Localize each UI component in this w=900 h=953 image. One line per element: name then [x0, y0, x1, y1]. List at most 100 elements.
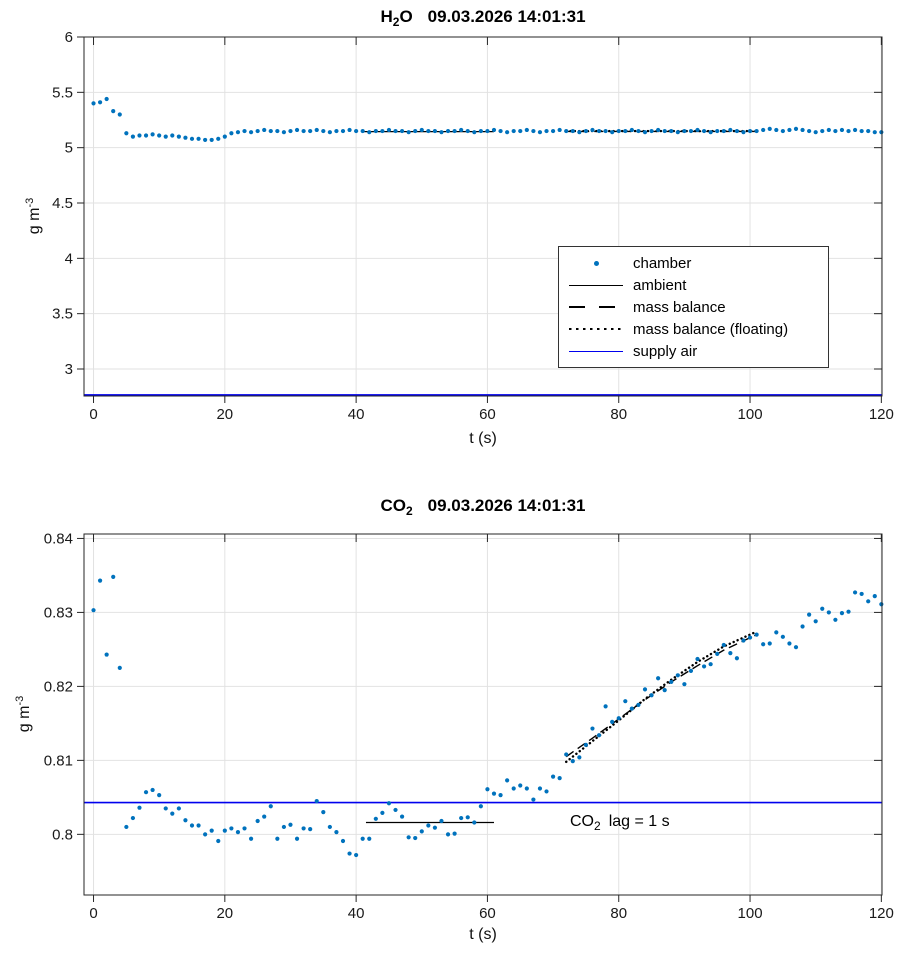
chamber-point [445, 128, 451, 134]
chamber-point [872, 130, 877, 135]
chamber-point [281, 130, 287, 135]
chamber-point [130, 134, 136, 139]
chamber-point [636, 128, 641, 134]
legend-item-supply-air: supply air [569, 341, 826, 361]
chamber-point [124, 824, 129, 830]
chamber-point [340, 838, 346, 844]
chamber-point [820, 128, 825, 134]
chamber-point [209, 137, 214, 143]
chamber-point [189, 136, 195, 141]
chamber-point [498, 793, 503, 798]
chamber-point [347, 851, 352, 856]
chamber-point [596, 733, 602, 738]
chamber-point [820, 606, 825, 611]
y-tick-label: 5.5 [52, 84, 73, 101]
chamber-point [728, 651, 733, 656]
chamber-point [872, 594, 877, 599]
chamber-point [866, 599, 871, 604]
chamber-point [682, 128, 687, 134]
chamber-point [406, 835, 411, 840]
chamber-point [294, 836, 300, 841]
chamber-point [498, 128, 503, 134]
chamber-point [314, 798, 319, 804]
co2-title-datetime: 09.03.2026 14:01:31 [427, 496, 586, 515]
chamber-point [537, 786, 543, 791]
chamber-point [347, 127, 352, 133]
chamber-point [780, 634, 785, 639]
chamber-point [741, 130, 746, 135]
chamber-point [222, 828, 227, 833]
chamber-point [774, 127, 779, 133]
chamber-point [439, 818, 444, 824]
chamber-point [104, 652, 109, 657]
chamber-point [216, 838, 221, 844]
chamber-point [846, 128, 851, 134]
chamber-point [91, 608, 96, 613]
chamber-point [478, 804, 483, 809]
chamber-point [386, 801, 392, 806]
chamber-point [255, 818, 260, 824]
chamber-point [117, 112, 122, 117]
chamber-point [780, 128, 785, 134]
chamber-point [452, 831, 457, 836]
x-tick-label: 100 [738, 905, 763, 922]
y-tick-label: 4 [65, 250, 73, 267]
chamber-point [386, 127, 392, 133]
chamber-point [281, 824, 287, 830]
y-tick-label: 0.81 [44, 752, 73, 769]
chamber-point [747, 128, 753, 134]
legend-item-mass-balance-floating: mass balance (floating) [569, 319, 826, 339]
chamber-point [130, 815, 136, 821]
chamber-point [701, 128, 707, 134]
x-tick-label: 80 [610, 905, 627, 922]
chamber-point [445, 832, 451, 837]
chamber-point [570, 128, 575, 134]
chamber-point [675, 673, 680, 678]
chamber-point [734, 656, 740, 661]
chamber-point [616, 716, 621, 721]
chamber-point [833, 128, 838, 134]
blue-line-icon [569, 347, 623, 355]
chamber-point [104, 96, 109, 102]
chamber-point [774, 630, 779, 635]
co2-formula: CO [380, 496, 406, 515]
h2o-title-datetime: 09.03.2026 14:01:31 [427, 7, 586, 26]
chamber-point [734, 128, 740, 134]
chamber-point [459, 815, 464, 821]
chamber-point [91, 101, 96, 106]
x-tick-label: 60 [479, 406, 496, 423]
chamber-point [419, 127, 424, 133]
chamber-point [662, 128, 667, 134]
chamber-point [183, 135, 188, 140]
chamber-point [354, 852, 359, 858]
chamber-point [216, 136, 221, 141]
x-tick-label: 120 [869, 406, 894, 423]
chamber-point [570, 759, 575, 764]
chamber-point [406, 130, 411, 135]
chamber-point [183, 818, 188, 823]
x-tick-label: 0 [89, 905, 97, 922]
y-tick-label: 0.83 [44, 604, 73, 621]
legend-label-ambient: ambient [633, 276, 687, 294]
chamber-point [511, 786, 516, 791]
h2o-plot-title: H2O 09.03.2026 14:01:31 [84, 7, 882, 29]
chamber-point [150, 132, 155, 137]
chamber-point [452, 128, 457, 134]
chamber-point [111, 574, 116, 580]
chamber-point [793, 126, 799, 131]
chamber-point [288, 822, 293, 827]
chamber-point [367, 130, 372, 135]
chamber-point [485, 787, 490, 792]
chamber-point [491, 791, 497, 796]
dashed-line-icon [569, 303, 623, 311]
chamber-point [550, 128, 556, 134]
chamber-point [833, 617, 838, 622]
annotation-formula: CO [570, 813, 594, 830]
chamber-point [439, 130, 444, 135]
x-tick-label: 100 [738, 406, 763, 423]
h2o-y-axis-label: g m-3 [24, 198, 44, 234]
chamber-point [275, 836, 280, 841]
chamber-point [465, 128, 470, 134]
chamber-point [393, 807, 398, 813]
